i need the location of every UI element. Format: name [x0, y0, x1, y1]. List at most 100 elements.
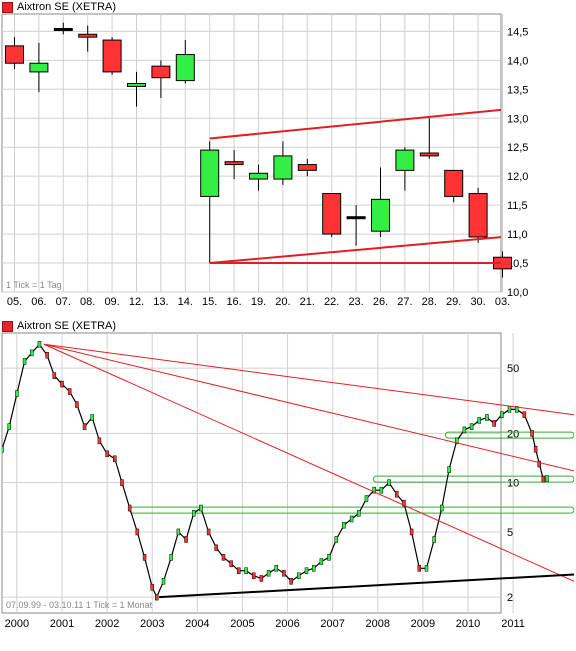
price-point — [409, 528, 414, 536]
price-point — [176, 528, 181, 536]
x-tick-label: 06. — [31, 296, 46, 308]
x-tick-label: 13. — [153, 296, 168, 308]
daily-candlestick-chart: 14,5 14,0 13,5 13,0 12,5 12,0 11,5 11,0 10,5 10,0… — [1, 13, 528, 310]
candle-body — [53, 27, 73, 31]
resistance-line — [43, 343, 574, 416]
candle-body — [151, 65, 171, 79]
x-tick-label: 23. — [348, 296, 363, 308]
price-point — [105, 450, 109, 458]
top-footnote: 1 Tick = 1 Tag — [6, 280, 62, 290]
trendlines — [209, 108, 501, 265]
price-point — [432, 536, 436, 543]
y-tick-label: 2 — [507, 592, 513, 604]
price-point — [402, 499, 406, 507]
price-point — [251, 572, 256, 580]
x-tick-label: 2009 — [411, 618, 435, 630]
trendline — [209, 236, 501, 265]
y-tick-label: 10,0 — [507, 287, 528, 299]
price-point — [90, 414, 94, 421]
price-point — [507, 406, 512, 413]
x-tick-label: 2005 — [230, 618, 254, 630]
y-tick-label: 12,0 — [507, 171, 528, 183]
bottom-legend-swatch — [2, 320, 13, 332]
price-point — [127, 504, 132, 512]
x-tick-label: 28. — [422, 296, 437, 308]
candle-body — [5, 45, 24, 64]
price-point — [237, 567, 241, 574]
price-point — [169, 554, 173, 561]
trendline — [209, 108, 501, 140]
candle-body — [322, 193, 342, 235]
price-point — [357, 510, 361, 517]
candle-body — [175, 54, 195, 82]
candle-body — [29, 62, 49, 73]
price-point — [394, 490, 399, 498]
price-point — [485, 414, 489, 421]
price-point — [319, 558, 324, 565]
price-point — [545, 475, 549, 482]
candle-body — [78, 33, 98, 38]
resistance-line — [43, 343, 574, 472]
price-point — [311, 565, 316, 572]
x-tick-label: 20. — [275, 296, 290, 308]
x-tick-label: 08. — [80, 296, 95, 308]
price-point — [45, 351, 49, 359]
bottom-chart-title-text: Aixtron SE (XETRA) — [17, 320, 117, 332]
price-point — [150, 583, 154, 591]
top-chart-title-text: Aixtron SE (XETRA) — [17, 1, 117, 13]
candle-body — [249, 172, 268, 180]
price-point — [120, 479, 124, 486]
price-point — [327, 554, 331, 561]
x-tick-label: 2003 — [140, 618, 164, 630]
price-point — [154, 593, 159, 601]
price-point — [492, 420, 496, 427]
price-line — [2, 343, 548, 599]
price-point — [462, 426, 467, 434]
candle-body — [444, 169, 464, 197]
candle-body — [273, 155, 293, 180]
price-point — [60, 380, 64, 388]
candle-body — [346, 216, 366, 220]
price-point — [349, 515, 354, 523]
price-point — [440, 504, 444, 512]
price-point — [387, 479, 391, 486]
x-tick-label: 14. — [178, 296, 193, 308]
x-tick-label: 2002 — [95, 618, 119, 630]
x-tick-label: 07. — [56, 296, 71, 308]
price-point — [469, 423, 474, 430]
price-point — [304, 567, 309, 574]
price-point — [142, 554, 147, 561]
price-point — [22, 358, 27, 365]
bottom-chart-title: Aixtron SE (XETRA) — [2, 319, 116, 333]
resistance-line — [43, 343, 574, 582]
x-tick-label: 27. — [397, 296, 412, 308]
x-tick-label: 2000 — [5, 618, 29, 630]
candle-body — [395, 149, 415, 171]
x-tick-label: 05. — [7, 296, 22, 308]
price-point — [530, 430, 534, 437]
x-tick-label: 26. — [373, 296, 388, 308]
price-point — [37, 341, 42, 348]
x-tick-label: 12. — [129, 296, 144, 308]
y-tick-label: 13,0 — [507, 113, 528, 125]
price-point — [533, 445, 538, 453]
price-point — [2, 445, 4, 453]
price-point — [30, 349, 34, 357]
price-point — [372, 486, 376, 494]
price-point — [7, 423, 11, 430]
support-band — [444, 431, 574, 439]
price-point — [82, 423, 87, 430]
y-tick-label: 14,0 — [507, 55, 528, 67]
y-tick-label: 11,0 — [507, 229, 528, 241]
price-point — [75, 401, 79, 408]
price-point — [289, 578, 293, 585]
price-point — [500, 411, 504, 418]
y-tick-label: 10,5 — [507, 258, 528, 270]
price-point — [537, 460, 542, 468]
x-tick-label: 2008 — [366, 618, 390, 630]
support-line — [158, 573, 574, 599]
price-point — [52, 372, 57, 379]
x-tick-label: 2006 — [275, 618, 299, 630]
price-point — [97, 437, 102, 445]
x-tick-label: 30. — [470, 296, 485, 308]
